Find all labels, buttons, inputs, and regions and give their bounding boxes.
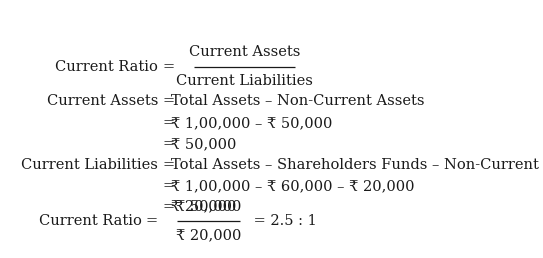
Text: Total Assets – Non-Current Assets: Total Assets – Non-Current Assets xyxy=(171,94,425,108)
Text: =: = xyxy=(146,214,158,228)
Text: =: = xyxy=(162,116,175,130)
Text: = 2.5 : 1: = 2.5 : 1 xyxy=(249,214,317,228)
Text: ₹ 20,000: ₹ 20,000 xyxy=(171,200,236,214)
Text: ₹ 50,000: ₹ 50,000 xyxy=(176,199,242,213)
Text: Current Liabilities: Current Liabilities xyxy=(176,74,313,88)
Text: Current Assets: Current Assets xyxy=(47,94,159,108)
Text: Current Ratio: Current Ratio xyxy=(39,214,142,228)
Text: ₹ 20,000: ₹ 20,000 xyxy=(176,228,242,242)
Text: =: = xyxy=(162,60,175,74)
Text: =: = xyxy=(162,200,175,214)
Text: Current Ratio: Current Ratio xyxy=(55,60,159,74)
Text: ₹ 1,00,000 – ₹ 60,000 – ₹ 20,000: ₹ 1,00,000 – ₹ 60,000 – ₹ 20,000 xyxy=(171,179,414,193)
Text: ₹ 1,00,000 – ₹ 50,000: ₹ 1,00,000 – ₹ 50,000 xyxy=(171,116,332,130)
Text: Current Assets: Current Assets xyxy=(189,45,300,59)
Text: Total Assets – Shareholders Funds – Non-Current liabilities: Total Assets – Shareholders Funds – Non-… xyxy=(171,158,543,172)
Text: Current Liabilities: Current Liabilities xyxy=(22,158,159,172)
Text: =: = xyxy=(162,179,175,193)
Text: =: = xyxy=(162,137,175,151)
Text: =: = xyxy=(162,94,175,108)
Text: ₹ 50,000: ₹ 50,000 xyxy=(171,137,236,151)
Text: =: = xyxy=(162,158,175,172)
